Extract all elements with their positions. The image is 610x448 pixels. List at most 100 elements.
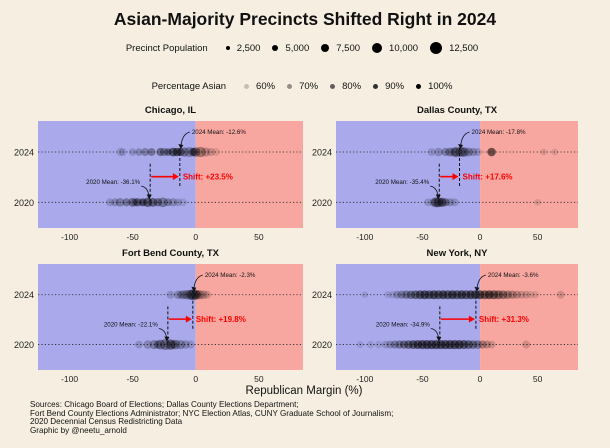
data-point-2024 <box>441 147 450 157</box>
x-tick-label: 50 <box>533 374 543 384</box>
data-point-2024 <box>179 147 189 157</box>
data-point-2020 <box>487 340 496 349</box>
data-point-2020 <box>115 198 125 207</box>
data-point-2020 <box>164 198 172 207</box>
data-point-2020 <box>381 340 390 349</box>
legend-alpha-dot <box>330 83 336 89</box>
data-point-2020 <box>464 340 473 350</box>
data-point-2024 <box>195 146 206 158</box>
data-point-2024 <box>211 148 220 157</box>
x-tick-label: -50 <box>416 374 429 384</box>
data-point-2024 <box>166 290 175 299</box>
mean-2024-label: 2024 Mean: -17.8% <box>472 129 527 136</box>
data-point-2024 <box>384 291 392 299</box>
x-tick-label: 0 <box>193 232 198 242</box>
data-point-2024 <box>512 290 522 299</box>
y-tick-label: 2020 <box>14 340 34 350</box>
data-point-2020 <box>153 340 162 349</box>
data-point-2020 <box>105 198 114 207</box>
data-point-2024 <box>455 147 466 158</box>
data-point-2020 <box>153 198 163 207</box>
data-point-2020 <box>450 198 459 207</box>
data-point-2024 <box>406 290 416 300</box>
shift-label: Shift: +31.3% <box>479 315 529 324</box>
legend-size-item: 7,500 <box>321 43 360 54</box>
legend-alpha-title: Percentage Asian <box>151 80 227 92</box>
data-point-2024 <box>447 290 457 300</box>
x-tick-label: 0 <box>478 232 483 242</box>
data-point-2024 <box>411 290 420 300</box>
panel-title: Chicago, IL <box>145 105 196 116</box>
data-point-2020 <box>356 341 364 348</box>
panel-chicago-il: Chicago, IL 2024 2020 -100 -50 0 50 Shift: +23.… <box>14 105 303 242</box>
data-point-2024 <box>147 148 156 156</box>
data-point-2024 <box>176 148 185 157</box>
mean-2020-label: 2020 Mean: -34.9% <box>376 322 431 329</box>
y-tick-label: 2024 <box>14 148 34 158</box>
y-tick-label: 2020 <box>312 340 332 350</box>
data-point-2024 <box>457 290 467 300</box>
mean-2020-leader-head <box>435 194 441 200</box>
data-point-2024 <box>393 290 402 299</box>
data-point-2020 <box>158 197 168 208</box>
data-point-2024 <box>203 290 212 299</box>
x-tick-label: -50 <box>126 374 139 384</box>
legend-size-dot <box>430 42 443 54</box>
legend-alpha-label: 90% <box>385 80 405 92</box>
data-point-2024 <box>473 148 482 156</box>
data-point-2024 <box>503 290 512 300</box>
legend-precinct-population: Precinct Population 2,500 5,000 7,500 10… <box>0 41 610 55</box>
data-point-2024 <box>198 290 208 300</box>
data-point-2020 <box>482 340 492 349</box>
data-point-2024 <box>556 290 565 299</box>
legend-size-label: 7,500 <box>336 42 361 54</box>
shift-arrow-head <box>172 173 179 181</box>
legend-size-item: 2,500 <box>225 43 260 54</box>
data-point-2020 <box>122 198 131 207</box>
legend-alpha-item: 60% <box>244 81 275 92</box>
data-point-2024 <box>494 290 503 300</box>
data-point-2020 <box>441 198 450 207</box>
data-point-2020 <box>404 340 413 349</box>
data-point-2024 <box>487 147 496 157</box>
data-point-2024 <box>156 147 165 157</box>
data-point-2024 <box>466 290 476 300</box>
y-tick-label: 2024 <box>14 290 34 300</box>
data-point-2024 <box>182 290 192 300</box>
data-point-2020 <box>138 198 147 207</box>
x-tick-label: -50 <box>126 232 139 242</box>
data-point-2024 <box>189 147 198 157</box>
legend-alpha-dot <box>416 83 422 89</box>
data-point-2020 <box>478 340 487 349</box>
data-point-2024 <box>184 146 195 158</box>
data-point-2024 <box>429 290 439 300</box>
data-point-2024 <box>206 147 216 157</box>
data-point-2020 <box>175 339 186 350</box>
legend-size-item: 12,500 <box>430 42 478 54</box>
mean-2020-leader-head <box>436 336 442 342</box>
data-point-2020 <box>522 340 531 349</box>
data-point-2024 <box>159 147 169 157</box>
data-point-2024 <box>194 289 205 300</box>
data-point-2024 <box>531 291 540 299</box>
legend-alpha-dot <box>373 83 379 89</box>
democratic-region <box>38 121 196 228</box>
y-tick-label: 2020 <box>312 198 332 208</box>
democratic-region <box>336 264 481 370</box>
data-point-2024 <box>484 290 494 300</box>
x-tick-label: -100 <box>61 232 78 242</box>
data-point-2020 <box>395 340 404 349</box>
data-point-2020 <box>134 340 143 349</box>
data-point-2024 <box>450 147 460 157</box>
data-point-2024 <box>468 147 478 157</box>
legend-size-item: 10,000 <box>372 43 418 54</box>
data-point-2024 <box>388 291 397 299</box>
legend-alpha-item: 80% <box>330 81 361 92</box>
data-point-2024 <box>438 290 448 300</box>
data-point-2020 <box>454 339 464 350</box>
sources-line: 2020 Decennial Census Redistricting Data <box>30 417 183 427</box>
data-point-2024 <box>141 148 150 157</box>
data-point-2020 <box>181 340 190 349</box>
legend-size-dot <box>225 46 230 50</box>
legend-size-item: 5,000 <box>272 43 309 54</box>
